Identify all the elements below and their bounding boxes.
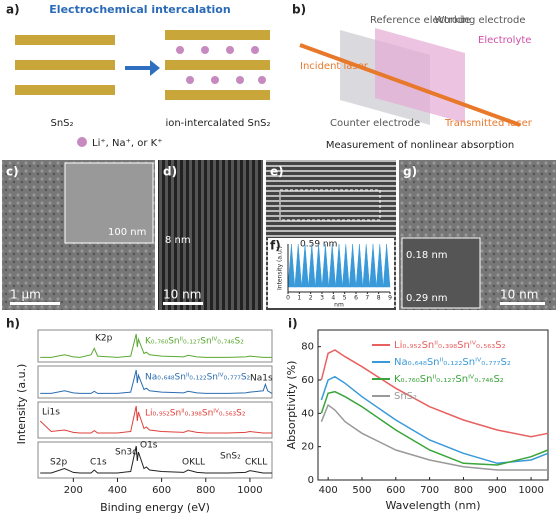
y-tick-label: 80	[301, 342, 314, 353]
label: ion-intercalated SnS₂	[165, 118, 270, 129]
x-tick-label: 4	[331, 295, 335, 302]
label: Working electrode	[435, 15, 526, 26]
spectrum-box	[37, 401, 273, 439]
peak-label: K2p	[95, 334, 113, 344]
x-tick-label: 400	[319, 485, 338, 496]
series-label: SnS₂	[220, 452, 241, 462]
x-tick-label: 900	[488, 485, 507, 496]
profile-area	[287, 243, 391, 288]
panel-e: e)	[266, 160, 396, 310]
label: 8 nm	[165, 235, 191, 246]
x-tick-label: 1	[297, 295, 301, 302]
spectrum	[40, 445, 272, 474]
peak-label: Na1s	[250, 374, 273, 384]
x-tick-label: 1000	[518, 485, 543, 496]
x-tick-label: 400	[108, 485, 127, 496]
scale-label: 1 μm	[10, 288, 41, 302]
spectrum-line	[320, 403, 548, 471]
label: Li⁺, Na⁺, or K⁺	[92, 138, 162, 149]
x-tick-label: 3	[320, 295, 324, 302]
spectrum-line	[320, 349, 549, 438]
scale-label: 100 nm	[108, 227, 146, 238]
x-tick-label: 800	[196, 485, 215, 496]
label: Transmitted laser	[444, 118, 533, 129]
legend-label: K₀.₇₆₀Snᴵᴵ₀.₁₂₇Snᴵⱽ₀.₇₄₆S₂	[394, 374, 504, 385]
panel-d: d) 8 nm 10 nm	[158, 160, 263, 310]
panel-label: c)	[6, 165, 19, 179]
series-label: Na₀.₆₄₈Snᴵᴵ₀.₁₂₂Snᴵⱽ₀.₇₇₇S₂	[145, 373, 251, 383]
x-tick-label: 500	[352, 485, 371, 496]
panel-title: Electrochemical intercalation	[49, 3, 230, 16]
panel-label: b)	[292, 3, 306, 17]
y-tick-label: 40	[301, 408, 314, 419]
panel-label: d)	[163, 165, 177, 179]
spectrum	[39, 405, 272, 434]
y-tick-label: 60	[301, 375, 314, 386]
spectrum	[40, 369, 273, 394]
x-axis-label: Wavelength (nm)	[385, 499, 480, 512]
scale-label: 10 nm	[163, 288, 201, 302]
spectrum	[40, 333, 272, 358]
y-tick-label: 20	[301, 442, 314, 453]
panel-label: g)	[403, 165, 417, 179]
label: Counter electrode	[330, 118, 420, 129]
peak-label: OKLL	[182, 458, 205, 468]
label: 0.18 nm	[406, 250, 448, 261]
x-tick-label: 7	[365, 295, 369, 302]
panel-a: a) Electrochemical intercalation SnS₂ io…	[6, 3, 271, 150]
label: Incident laser	[300, 61, 369, 72]
panel-label: i)	[288, 317, 298, 331]
x-tick-label: 200	[64, 485, 83, 496]
peak-label: Sn3d	[115, 448, 138, 458]
x-tick-label: 9	[388, 295, 392, 302]
x-axis-label: nm	[334, 302, 344, 309]
peak-label: C1s	[90, 458, 107, 468]
y-tick-label: 0	[308, 475, 314, 486]
spectrum-line	[320, 390, 549, 466]
legend-label: SnS₂	[394, 391, 417, 402]
panel-label: h)	[6, 317, 20, 331]
spectrum-line	[320, 375, 549, 465]
y-axis-label: Intensity (a.u.)	[277, 246, 284, 290]
series-label: K₀.₇₆₀Snᴵᴵ₀.₁₂₇Snᴵⱽ₀.₇₄₆S₂	[145, 337, 244, 347]
panel-label: a)	[6, 3, 20, 17]
peak-label: CKLL	[245, 458, 267, 468]
scale-label: 10 nm	[500, 288, 538, 302]
label: Reference electrode	[370, 15, 471, 26]
x-tick-label: 0	[286, 295, 290, 302]
panel-b: b) Reference electrode Working electrode…	[292, 3, 533, 152]
plot-frame	[317, 329, 549, 481]
series-label: Li₀.₉₅₂Snᴵᴵ₀.₃₉₈Snᴵⱽ₀.₅₆₃S₂	[145, 409, 246, 419]
crystal	[15, 30, 270, 147]
panel-label: f)	[270, 239, 281, 253]
y-axis-label: Absorptivity (%)	[285, 361, 298, 450]
x-tick-label: 6	[354, 295, 358, 302]
panel-label: e)	[270, 165, 284, 179]
peak-label: S2p	[50, 458, 67, 468]
panel-c: c) 100 nm 1 μm	[2, 160, 155, 310]
x-tick-label: 800	[454, 485, 473, 496]
x-tick-label: 8	[377, 295, 381, 302]
y-axis-label: Intensity (a.u.)	[15, 364, 28, 445]
label: Electrolyte	[478, 35, 531, 46]
peak-label: O1s	[140, 441, 158, 451]
legend-label: Na₀.₆₄₈Snᴵᴵ₀.₁₂₂Snᴵⱽ₀.₇₇₇S₂	[394, 357, 511, 368]
label: 0.29 nm	[406, 293, 448, 304]
x-axis-label: Binding energy (eV)	[100, 501, 210, 514]
spectrum-box	[37, 441, 273, 479]
x-tick-label: 700	[420, 485, 439, 496]
label: SnS₂	[50, 118, 73, 129]
legend-label: Li₀.₉₅₂Snᴵᴵ₀.₃₉₈Snᴵⱽ₀.₅₆₃S₂	[394, 340, 506, 351]
x-tick-label: 600	[152, 485, 171, 496]
caption: Measurement of nonlinear absorption	[326, 140, 514, 151]
x-tick-label: 600	[386, 485, 405, 496]
x-tick-label: 5	[343, 295, 347, 302]
spectrum-box	[37, 365, 273, 399]
x-tick-label: 1000	[237, 485, 262, 496]
panel-g: g) 0.18 nm 0.29 nm 10 nm	[399, 160, 556, 310]
peak-label: Li1s	[42, 408, 60, 418]
spectrum-box	[37, 329, 273, 363]
x-tick-label: 2	[309, 295, 313, 302]
